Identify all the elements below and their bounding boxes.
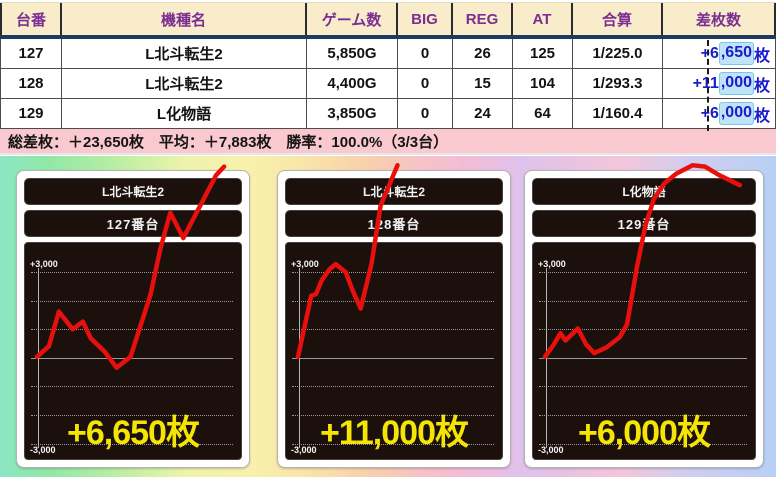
gridline: [539, 386, 747, 388]
machine-name: L化物語: [62, 99, 307, 128]
game-count: 5,850G: [307, 39, 398, 68]
col-header-reg: REG: [453, 3, 513, 35]
diff-value[interactable]: +11,000 枚: [663, 69, 776, 98]
gridline: [31, 415, 233, 416]
gridline: [31, 386, 233, 388]
payout-result-label: +6,650枚: [67, 414, 200, 452]
payout-chart-128: +3,000 -3,000 +11,000枚: [285, 242, 503, 460]
header-divider: [0, 35, 776, 39]
table-header-row: 台番 機種名 ゲーム数 BIG REG AT 合算 差枚数: [0, 2, 776, 35]
at-count: 64: [513, 99, 573, 128]
col-header-machine: 機種名: [62, 3, 307, 35]
gridline: [31, 443, 233, 445]
at-count: 125: [513, 39, 573, 68]
text-cursor-line[interactable]: [707, 40, 709, 131]
gridline: [31, 329, 233, 331]
reg-count: 15: [453, 69, 513, 98]
big-count: 0: [398, 69, 453, 98]
y-axis-top-label: +3,000: [30, 259, 58, 269]
diff-suffix: 枚: [753, 77, 770, 95]
gassan-rate: 1/293.3: [573, 69, 663, 98]
diff-selection-highlight[interactable]: ,000: [718, 102, 754, 125]
machine-name: L北斗転生2: [62, 69, 307, 98]
y-axis-top-label: +3,000: [538, 259, 566, 269]
big-count: 0: [398, 39, 453, 68]
gridline: [292, 300, 494, 302]
diff-prefix: +6: [700, 44, 719, 62]
graph-panel-128: L北斗転生2 128番台 +3,000 -3,000 +11,000枚: [277, 162, 511, 468]
gridline: [539, 415, 747, 416]
panel-machine-name: L北斗転生2: [285, 178, 503, 205]
at-count: 104: [513, 69, 573, 98]
col-header-gassan: 合算: [573, 3, 663, 35]
table-row: 127 L北斗転生2 5,850G 0 26 125 1/225.0 +6,65…: [0, 39, 776, 69]
panel-machine-name: L北斗転生2: [24, 178, 242, 205]
diff-suffix: 枚: [753, 47, 770, 65]
gassan-rate: 1/225.0: [573, 39, 663, 68]
diff-selection-highlight[interactable]: ,650: [718, 42, 754, 65]
diff-suffix: 枚: [753, 107, 770, 125]
dai-number: 127: [0, 39, 62, 68]
gridline: [292, 272, 494, 273]
col-header-games: ゲーム数: [307, 3, 398, 35]
gridline: [31, 272, 233, 273]
payout-result-label: +11,000枚: [320, 414, 469, 452]
panel-unit-number: 129番台: [532, 210, 756, 237]
diff-value[interactable]: +6,000 枚: [663, 99, 776, 128]
table-row: 129 L化物語 3,850G 0 24 64 1/160.4 +6,000 枚: [0, 99, 776, 129]
col-header-at: AT: [513, 3, 573, 35]
y-axis-top-label: +3,000: [291, 259, 319, 269]
col-header-big: BIG: [398, 3, 453, 35]
graph-panel-129: L化物語 129番台 +3,000 -3,000 +6,000枚: [524, 162, 764, 468]
diff-prefix: +6: [700, 104, 719, 122]
diff-prefix: +11: [692, 74, 719, 92]
payout-chart-129: +3,000 -3,000 +6,000枚: [532, 242, 756, 460]
totals-summary-bar: 総差枚：＋23,650枚 平均：＋7,883枚 勝率：100.0%（3/3台）: [0, 129, 776, 155]
table-row: 128 L北斗転生2 4,400G 0 15 104 1/293.3 +11,0…: [0, 69, 776, 99]
gridline: [539, 357, 747, 359]
gridline: [292, 443, 494, 445]
big-count: 0: [398, 99, 453, 128]
gassan-rate: 1/160.4: [573, 99, 663, 128]
gridline: [292, 357, 494, 359]
y-axis-bottom-label: -3,000: [30, 445, 56, 455]
y-axis-bottom-label: -3,000: [291, 445, 317, 455]
dai-number: 129: [0, 99, 62, 128]
gridline: [31, 357, 233, 359]
payout-result-label: +6,000枚: [578, 414, 711, 452]
gridline: [539, 272, 747, 273]
gridline: [539, 443, 747, 445]
reg-count: 26: [453, 39, 513, 68]
col-header-diff: 差枚数: [663, 3, 776, 35]
y-axis-bottom-label: -3,000: [538, 445, 564, 455]
panel-machine-name: L化物語: [532, 178, 756, 205]
panel-unit-number: 127番台: [24, 210, 242, 237]
gridline: [292, 415, 494, 416]
machine-name: L北斗転生2: [62, 39, 307, 68]
game-count: 3,850G: [307, 99, 398, 128]
graph-panel-127: L北斗転生2 127番台 +3,000 -3,000 +6,650枚: [16, 164, 250, 468]
panel-unit-number: 128番台: [285, 210, 503, 237]
gridline: [539, 300, 747, 302]
col-header-dai: 台番: [0, 3, 62, 35]
game-count: 4,400G: [307, 69, 398, 98]
dai-number: 128: [0, 69, 62, 98]
machine-stats-table: 台番 機種名 ゲーム数 BIG REG AT 合算 差枚数 127 L北斗転生2…: [0, 2, 776, 155]
reg-count: 24: [453, 99, 513, 128]
payout-chart-127: +3,000 -3,000 +6,650枚: [24, 242, 242, 460]
gridline: [292, 386, 494, 388]
graph-area: L北斗転生2 127番台 +3,000 -3,000 +6,650枚 L北斗転生…: [0, 156, 776, 477]
gridline: [539, 329, 747, 331]
gridline: [292, 329, 494, 331]
diff-selection-highlight[interactable]: ,000: [718, 72, 754, 95]
gridline: [31, 300, 233, 302]
diff-value[interactable]: +6,650 枚: [663, 39, 776, 68]
